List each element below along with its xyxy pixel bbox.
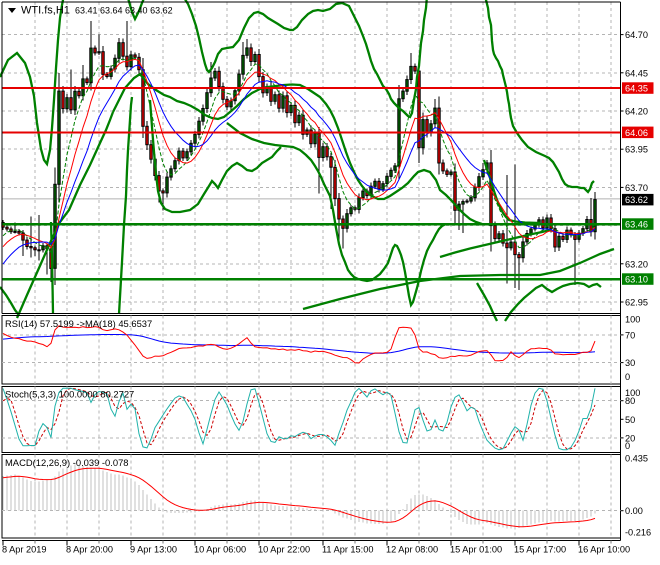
svg-text:63.41 63.64 63.40 63.62: 63.41 63.64 63.40 63.62: [75, 6, 173, 16]
svg-text:64.06: 64.06: [625, 128, 648, 138]
svg-text:20: 20: [625, 433, 635, 443]
svg-text:63.46: 63.46: [625, 220, 648, 230]
svg-text:100: 100: [625, 388, 640, 398]
svg-text:0: 0: [625, 441, 630, 451]
svg-text:RSI(14) 57.5199 ->MA(18) 45.6: RSI(14) 57.5199 ->MA(18) 45.6537: [5, 318, 152, 329]
svg-text:70: 70: [625, 330, 635, 340]
svg-text:WTI.fs,H1: WTI.fs,H1: [21, 5, 70, 17]
svg-text:12 Apr 08:00: 12 Apr 08:00: [386, 545, 438, 555]
svg-text:62.95: 62.95: [625, 298, 648, 308]
svg-text:10 Apr 22:00: 10 Apr 22:00: [258, 545, 310, 555]
svg-text:0: 0: [625, 372, 630, 382]
svg-text:64.45: 64.45: [625, 68, 648, 78]
svg-text:63.10: 63.10: [625, 275, 648, 285]
svg-text:80: 80: [625, 396, 635, 406]
svg-text:0.00: 0.00: [625, 506, 643, 516]
svg-text:63.70: 63.70: [625, 183, 648, 193]
svg-text:64.35: 64.35: [625, 84, 648, 94]
svg-text:Stoch(5,3,3) 100.0000 80.2727: Stoch(5,3,3) 100.0000 80.2727: [5, 389, 134, 400]
svg-text:63.95: 63.95: [625, 145, 648, 155]
svg-text:64.20: 64.20: [625, 107, 648, 117]
svg-text:15 Apr 01:00: 15 Apr 01:00: [450, 545, 502, 555]
svg-text:9 Apr 13:00: 9 Apr 13:00: [130, 545, 177, 555]
svg-text:63.62: 63.62: [625, 195, 648, 205]
svg-text:63.20: 63.20: [625, 259, 648, 269]
svg-text:16 Apr 10:00: 16 Apr 10:00: [578, 545, 630, 555]
svg-text:8 Apr 20:00: 8 Apr 20:00: [66, 545, 113, 555]
svg-text:8 Apr 2019: 8 Apr 2019: [2, 545, 46, 555]
svg-text:10 Apr 06:00: 10 Apr 06:00: [194, 545, 246, 555]
svg-text:64.70: 64.70: [625, 30, 648, 40]
svg-text:MACD(12,26,9) -0.039 -0.078: MACD(12,26,9) -0.039 -0.078: [5, 457, 129, 468]
svg-text:100: 100: [625, 314, 640, 324]
svg-text:0.435: 0.435: [625, 454, 648, 464]
svg-text:50: 50: [625, 415, 635, 425]
svg-text:30: 30: [625, 358, 635, 368]
svg-text:11 Apr 15:00: 11 Apr 15:00: [322, 545, 373, 555]
svg-text:-0.216: -0.216: [625, 528, 651, 538]
svg-text:15 Apr 17:00: 15 Apr 17:00: [514, 545, 566, 555]
